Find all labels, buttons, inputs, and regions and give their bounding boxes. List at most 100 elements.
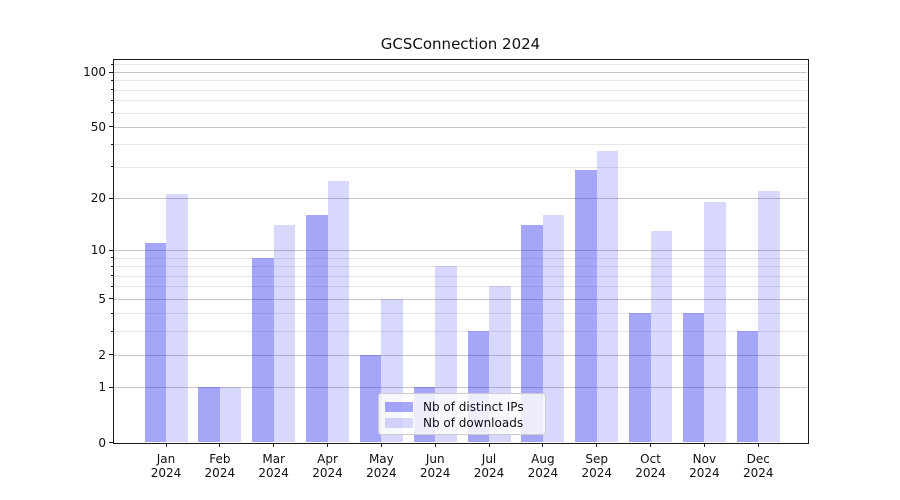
legend-label-downloads: Nb of downloads bbox=[423, 416, 524, 430]
bar-distinct-ips-mar bbox=[252, 257, 274, 443]
y-tick-mark bbox=[109, 442, 113, 444]
y-minor-tick-mark bbox=[110, 79, 113, 81]
x-tick-label: Sep 2024 bbox=[569, 452, 625, 480]
y-tick-label: 10 bbox=[90, 243, 106, 258]
bar-downloads-apr bbox=[327, 181, 350, 443]
x-tick-label-month: May bbox=[368, 452, 394, 466]
x-tick-label-month: Jul bbox=[481, 452, 497, 466]
x-tick-label-month: Feb bbox=[209, 452, 231, 466]
bar-downloads-oct bbox=[650, 230, 673, 443]
gridline-major bbox=[114, 126, 807, 128]
x-tick-label-month: Sep bbox=[585, 452, 609, 466]
gridline-minor bbox=[114, 100, 807, 102]
x-tick-label-year: 2024 bbox=[581, 465, 612, 480]
bar-downloads-sep bbox=[596, 150, 619, 443]
y-tick-mark bbox=[109, 354, 113, 356]
x-tick-label-month: Dec bbox=[746, 452, 770, 466]
gridline-minor bbox=[114, 64, 807, 66]
x-tick-label-year: 2024 bbox=[419, 465, 451, 480]
x-tick-mark bbox=[219, 443, 221, 447]
x-tick-label: Oct 2024 bbox=[623, 452, 679, 480]
gridline-minor bbox=[114, 80, 807, 82]
y-minor-tick-mark bbox=[110, 89, 113, 91]
y-minor-tick-mark bbox=[110, 330, 113, 332]
y-tick-label: 20 bbox=[90, 191, 106, 206]
bar-distinct-ips-nov bbox=[682, 313, 705, 443]
x-tick-mark bbox=[434, 443, 436, 447]
x-tick-label: Jul 2024 bbox=[461, 452, 517, 480]
x-tick-mark bbox=[703, 443, 705, 447]
x-tick-mark bbox=[596, 443, 598, 447]
bar-downloads-mar bbox=[273, 225, 296, 443]
x-tick-label-month: Oct bbox=[640, 452, 661, 466]
x-tick-mark bbox=[165, 443, 167, 447]
x-tick-label-year: 2024 bbox=[150, 465, 182, 480]
y-minor-tick-mark bbox=[110, 275, 113, 277]
y-minor-tick-mark bbox=[110, 112, 113, 113]
x-tick-label: Jan 2024 bbox=[138, 452, 194, 480]
gridline-minor bbox=[114, 144, 807, 146]
legend-item-downloads: Nb of downloads bbox=[385, 415, 539, 431]
bar-downloads-aug bbox=[542, 215, 565, 443]
x-tick-mark bbox=[327, 443, 329, 447]
x-tick-mark bbox=[757, 443, 759, 447]
x-tick-mark bbox=[542, 443, 544, 447]
x-tick-mark bbox=[488, 443, 490, 447]
chart-title: GCSConnection 2024 bbox=[380, 35, 541, 53]
gridline-major bbox=[114, 354, 807, 356]
gridline-major bbox=[114, 72, 807, 73]
x-tick-label-month: Mar bbox=[262, 452, 285, 466]
bar-distinct-ips-sep bbox=[575, 169, 597, 443]
x-tick-label: Nov 2024 bbox=[676, 452, 732, 480]
legend-label-distinct-ips: Nb of distinct IPs bbox=[423, 400, 524, 414]
y-tick-label: 50 bbox=[90, 119, 106, 134]
y-minor-tick-mark bbox=[110, 143, 113, 145]
gridline-major bbox=[114, 250, 807, 252]
gridline-minor bbox=[114, 286, 807, 288]
bar-distinct-ips-jan bbox=[144, 243, 166, 443]
x-tick-label-year: 2024 bbox=[742, 465, 774, 480]
x-tick-label-year: 2024 bbox=[473, 465, 505, 480]
x-tick-label-year: 2024 bbox=[527, 465, 559, 480]
x-tick-label-month: Nov bbox=[692, 452, 717, 466]
x-tick-label-year: 2024 bbox=[366, 465, 397, 480]
x-tick-mark bbox=[650, 443, 652, 447]
legend-swatch-distinct-ips bbox=[385, 402, 413, 412]
y-tick-label: 5 bbox=[98, 291, 106, 306]
x-tick-label-month: Jun bbox=[425, 452, 445, 466]
bar-downloads-jan bbox=[166, 194, 188, 443]
x-tick-label: Dec 2024 bbox=[730, 452, 786, 480]
legend-item-distinct-ips: Nb of distinct IPs bbox=[385, 399, 539, 415]
x-tick-mark bbox=[380, 443, 382, 447]
bar-downloads-feb bbox=[219, 387, 242, 443]
legend: Nb of distinct IPs Nb of downloads bbox=[378, 393, 546, 435]
bar-distinct-ips-may bbox=[359, 354, 382, 443]
legend-swatch-downloads bbox=[385, 418, 413, 428]
x-tick-label-month: Apr bbox=[317, 452, 338, 466]
x-tick-mark bbox=[273, 443, 275, 447]
x-tick-label-year: 2024 bbox=[635, 465, 666, 480]
y-tick-mark bbox=[109, 298, 113, 300]
gridline-minor bbox=[114, 313, 807, 315]
gridline-minor bbox=[114, 266, 807, 268]
gridline-minor bbox=[114, 275, 807, 277]
bar-distinct-ips-feb bbox=[198, 387, 220, 443]
x-tick-label: Apr 2024 bbox=[300, 452, 356, 480]
bar-distinct-ips-apr bbox=[306, 215, 328, 443]
y-tick-mark bbox=[109, 197, 113, 199]
y-tick-mark bbox=[109, 71, 113, 73]
x-tick-label-year: 2024 bbox=[689, 465, 720, 480]
gridline-major bbox=[114, 198, 807, 200]
y-tick-label: 0 bbox=[98, 435, 106, 450]
gridline-major bbox=[114, 387, 807, 389]
y-minor-tick-mark bbox=[110, 285, 113, 287]
y-minor-tick-mark bbox=[110, 166, 113, 168]
x-tick-label: Aug 2024 bbox=[515, 452, 571, 480]
plot-area bbox=[114, 60, 807, 443]
x-tick-label-month: Jan bbox=[156, 452, 176, 466]
y-minor-tick-mark bbox=[110, 257, 113, 259]
gridline-minor bbox=[114, 257, 807, 259]
gridline-major bbox=[114, 298, 807, 300]
gridline-minor bbox=[114, 166, 807, 168]
